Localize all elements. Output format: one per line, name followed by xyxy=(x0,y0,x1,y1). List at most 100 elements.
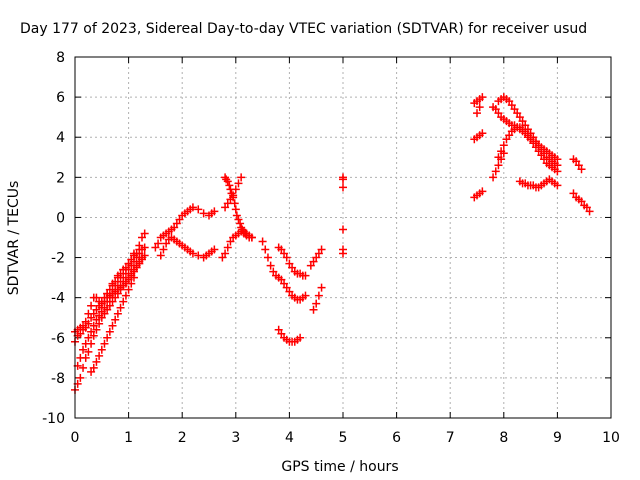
data-point xyxy=(119,297,128,306)
data-point xyxy=(87,301,96,310)
data-point xyxy=(100,339,109,348)
data-point xyxy=(499,149,508,158)
data-point xyxy=(92,305,101,314)
data-point xyxy=(577,165,586,174)
data-point xyxy=(223,243,232,252)
data-point xyxy=(79,345,88,354)
data-point xyxy=(301,271,310,280)
x-tick-label: 6 xyxy=(392,430,401,446)
data-point xyxy=(156,251,165,260)
data-point xyxy=(306,261,315,270)
data-point xyxy=(309,257,318,266)
data-point xyxy=(170,223,179,232)
data-point xyxy=(138,233,146,242)
data-point xyxy=(124,275,133,284)
data-point xyxy=(223,199,232,208)
data-point xyxy=(108,279,117,288)
data-point xyxy=(140,251,149,260)
data-point xyxy=(314,249,323,258)
data-point xyxy=(129,249,138,258)
data-point xyxy=(574,161,583,170)
data-point xyxy=(95,311,104,320)
y-axis-label: SDTVAR / TECUs xyxy=(6,181,22,296)
data-point xyxy=(261,245,270,254)
data-point xyxy=(247,233,256,242)
data-point xyxy=(127,279,136,288)
data-point xyxy=(84,309,93,318)
data-point xyxy=(505,131,514,140)
data-point xyxy=(113,309,122,318)
data-point xyxy=(188,249,197,258)
x-tick-label: 10 xyxy=(602,430,620,446)
data-point xyxy=(127,255,136,264)
x-tick-label: 5 xyxy=(339,430,348,446)
data-point xyxy=(84,347,93,356)
x-tick-label: 3 xyxy=(231,430,240,446)
data-point xyxy=(499,141,508,150)
data-point xyxy=(523,131,532,140)
y-tick-label: 0 xyxy=(56,210,65,226)
data-point xyxy=(339,183,347,192)
y-tick-label: -2 xyxy=(51,251,65,267)
data-point xyxy=(232,211,241,220)
data-point xyxy=(226,195,235,204)
data-point xyxy=(231,185,240,194)
data-point xyxy=(339,249,347,258)
data-point xyxy=(151,243,160,252)
data-point xyxy=(339,225,347,234)
data-point xyxy=(285,287,294,296)
data-point xyxy=(296,333,305,342)
data-point xyxy=(140,229,149,238)
data-point xyxy=(526,135,535,144)
data-point xyxy=(280,249,289,258)
data-point xyxy=(478,93,487,102)
x-tick-label: 0 xyxy=(71,430,80,446)
data-point xyxy=(237,173,246,182)
y-tick-label: 8 xyxy=(56,50,65,66)
data-point xyxy=(231,205,240,214)
data-point xyxy=(223,177,232,186)
data-point xyxy=(194,251,203,260)
data-point xyxy=(210,245,219,254)
data-point xyxy=(199,209,208,218)
data-point xyxy=(478,129,487,138)
data-point xyxy=(489,173,498,182)
data-point xyxy=(234,179,243,188)
data-point xyxy=(234,215,243,224)
data-point xyxy=(263,253,272,262)
data-point xyxy=(105,327,114,336)
data-point xyxy=(124,259,133,268)
data-point xyxy=(226,237,235,246)
data-point xyxy=(105,301,114,310)
x-tick-label: 4 xyxy=(285,430,294,446)
x-tick-label: 9 xyxy=(553,430,562,446)
data-point xyxy=(312,253,321,262)
y-tick-label: 2 xyxy=(56,170,65,186)
data-point xyxy=(84,333,93,342)
data-point xyxy=(301,291,310,300)
data-point xyxy=(87,313,96,322)
data-point xyxy=(97,303,106,312)
y-tick-label: -10 xyxy=(42,411,65,427)
data-point xyxy=(113,271,122,280)
data-point xyxy=(100,297,109,306)
data-point xyxy=(76,373,85,382)
data-point xyxy=(79,321,88,330)
data-point xyxy=(92,357,101,366)
data-point xyxy=(534,147,543,156)
data-point xyxy=(87,327,96,336)
data-point xyxy=(473,109,481,118)
data-point xyxy=(494,109,503,118)
data-point xyxy=(81,317,90,326)
data-point xyxy=(95,351,104,360)
data-point xyxy=(317,283,326,292)
data-point xyxy=(225,181,234,190)
chart-title: Day 177 of 2023, Sidereal Day-to-day VTE… xyxy=(20,21,587,37)
data-point xyxy=(221,203,230,212)
x-tick-label: 7 xyxy=(446,430,455,446)
data-point xyxy=(312,299,321,308)
y-tick-label: -4 xyxy=(51,291,65,307)
data-point xyxy=(188,203,197,212)
data-point xyxy=(230,199,239,208)
